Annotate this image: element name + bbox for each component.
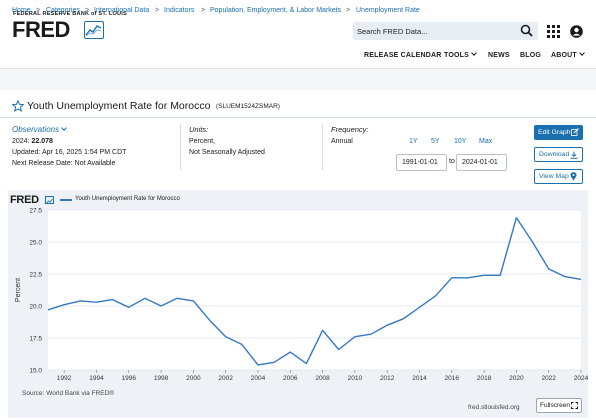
breadcrumb-international-data[interactable]: International Data	[94, 7, 150, 14]
x-tick-label: 1996	[122, 375, 137, 382]
x-tick-label: 2006	[283, 375, 298, 382]
x-tick-label: 1992	[57, 375, 72, 382]
x-tick-label: 2010	[348, 375, 363, 382]
y-axis-label: Percent	[15, 278, 22, 302]
search-icon[interactable]	[520, 24, 533, 39]
divider	[0, 117, 596, 118]
breadcrumb-separator: >	[155, 7, 160, 14]
breadcrumb-separator: >	[85, 7, 90, 14]
breadcrumb-separator: >	[346, 7, 351, 14]
view-map-label: View Map	[539, 173, 569, 180]
nav-tools-label: TOOLS	[444, 52, 469, 59]
favorite-star-icon[interactable]	[11, 99, 25, 114]
units-label: Units:	[189, 125, 209, 134]
x-tick-label: 2008	[315, 375, 330, 382]
nav-release-calendar[interactable]: RELEASE CALENDAR	[364, 52, 442, 59]
edit-graph-label: Edit Graph	[538, 129, 571, 136]
fullscreen-label: Fullscreen	[540, 402, 570, 409]
nav-about-label: ABOUT	[551, 52, 577, 59]
plot-area	[48, 210, 581, 370]
range-5y-button[interactable]: 5Y	[431, 138, 440, 145]
x-tick-label: 1998	[154, 375, 169, 382]
search-input[interactable]	[357, 24, 512, 38]
y-tick-label: 17.5	[29, 336, 42, 343]
range-max-button[interactable]: Max	[479, 138, 493, 145]
view-map-button[interactable]: View Map	[534, 169, 583, 184]
page-title: Youth Unemployment Rate for Morocco	[27, 100, 211, 112]
frequency-label: Frequency:	[331, 125, 369, 134]
x-tick-label: 2004	[251, 375, 266, 382]
y-tick-label: 15.0	[29, 368, 42, 375]
breadcrumb-population-employment[interactable]: Population, Employment, & Labor Markets	[210, 7, 342, 14]
map-pin-icon	[570, 172, 577, 181]
x-tick-label: 2024	[574, 375, 589, 382]
divider	[180, 124, 181, 170]
start-date-input[interactable]	[396, 154, 447, 171]
x-tick-label: 2000	[186, 375, 201, 382]
units-value-2: Not Seasonally Adjusted	[189, 149, 265, 156]
fullscreen-icon	[571, 402, 578, 409]
next-release-text: Next Release Date: Not Available	[12, 160, 116, 167]
fred-logo-graph-icon[interactable]	[84, 21, 104, 39]
fullscreen-button[interactable]: Fullscreen	[536, 398, 582, 413]
end-date-input[interactable]	[456, 154, 507, 171]
nav-tools[interactable]: TOOLS	[444, 50, 477, 64]
observations-label: Observations	[12, 125, 60, 134]
latest-year: 2024:	[12, 138, 30, 145]
fred-logo[interactable]: FRED	[12, 17, 70, 42]
edit-pencil-icon	[571, 128, 579, 136]
x-tick-label: 2018	[477, 375, 492, 382]
breadcrumb-home[interactable]: Home	[12, 7, 31, 14]
frequency-value: Annual	[331, 138, 353, 145]
range-10y-button[interactable]: 10Y	[454, 138, 467, 145]
legend-label: Youth Unemployment Rate for Morocco	[75, 196, 180, 202]
legend-swatch	[60, 199, 72, 201]
y-tick-label: 20.0	[29, 304, 42, 311]
x-tick-label: 2020	[509, 375, 524, 382]
updated-text: Updated: Apr 16, 2025 1:54 PM CDT	[12, 149, 127, 156]
latest-value: 22.078	[31, 138, 53, 145]
download-label: Download	[539, 151, 570, 158]
graph-fred-logo: FRED	[10, 194, 39, 206]
y-tick-label: 27.5	[29, 208, 42, 215]
breadcrumb-separator: >	[201, 7, 206, 14]
apps-grid-icon[interactable]	[547, 25, 560, 40]
breadcrumb-indicators[interactable]: Indicators	[164, 7, 195, 14]
x-tick-label: 2002	[218, 375, 233, 382]
divider	[322, 124, 323, 170]
x-tick-label: 2014	[412, 375, 427, 382]
nav-news[interactable]: NEWS	[488, 52, 510, 59]
site-url[interactable]: fred.stlouisfed.org	[468, 404, 520, 411]
source-note: Source: World Bank via FRED®	[22, 390, 115, 397]
nav-blog[interactable]: BLOG	[520, 52, 542, 59]
date-range-to: to	[449, 158, 455, 165]
x-tick-label: 2022	[541, 375, 556, 382]
x-tick-label: 2016	[445, 375, 460, 382]
series-id: (SLUEM1524ZSMAR)	[216, 103, 280, 110]
download-icon	[570, 151, 578, 159]
breadcrumb-separator: >	[36, 7, 41, 14]
breadcrumb-categories[interactable]: Categories	[46, 7, 80, 14]
bank-name: FEDERAL RESERVE BANK of ST. LOUIS	[13, 11, 127, 17]
y-tick-label: 22.5	[29, 272, 42, 279]
y-tick-label: 25.0	[29, 240, 42, 247]
units-value-1: Percent,	[189, 138, 216, 145]
range-1y-button[interactable]: 1Y	[409, 138, 418, 145]
series-line	[47, 216, 582, 366]
breadcrumb-unemployment-rate[interactable]: Unemployment Rate	[356, 7, 420, 14]
x-tick-label: 2012	[380, 375, 395, 382]
latest-observation: 2024: 22.078	[12, 138, 53, 145]
breadcrumb	[0, 68, 596, 90]
x-tick-label: 1994	[89, 375, 104, 382]
search-box[interactable]	[353, 22, 538, 40]
observations-dropdown[interactable]: Observations	[12, 125, 67, 134]
graph-fred-logo-icon	[45, 196, 54, 204]
site-header: FEDERAL RESERVE BANK of ST. LOUIS FRED	[0, 0, 596, 44]
download-button[interactable]: Download	[534, 147, 583, 162]
edit-graph-button[interactable]: Edit Graph	[534, 125, 583, 140]
nav-about[interactable]: ABOUT	[551, 50, 585, 64]
user-account-icon[interactable]	[570, 25, 583, 40]
